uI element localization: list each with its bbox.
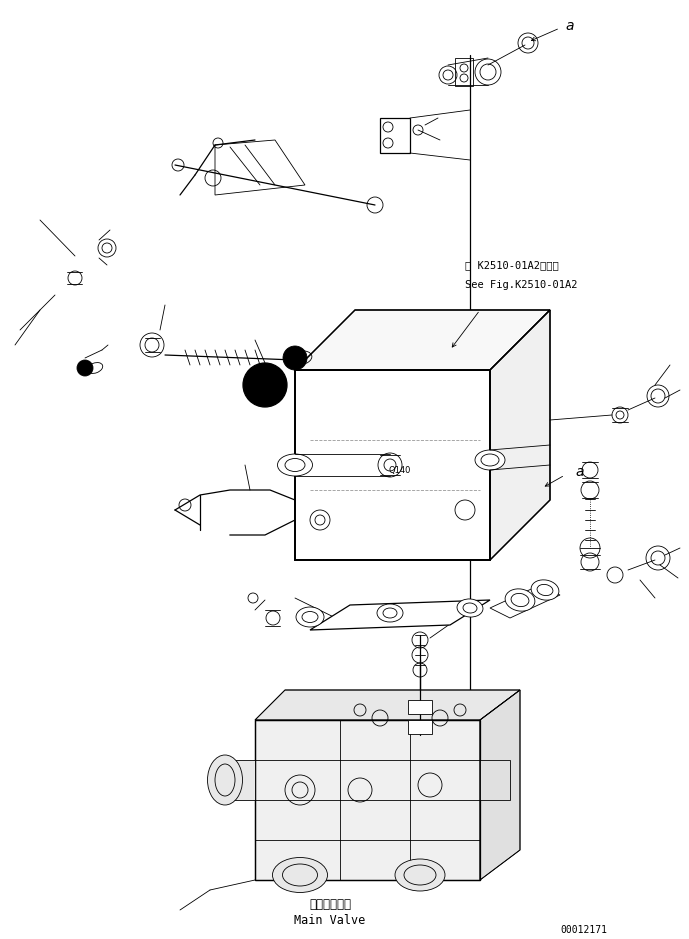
Text: a: a xyxy=(575,465,584,479)
Bar xyxy=(380,118,410,153)
Polygon shape xyxy=(295,310,550,370)
Polygon shape xyxy=(255,720,480,880)
Ellipse shape xyxy=(531,580,559,600)
Circle shape xyxy=(243,363,287,407)
Polygon shape xyxy=(295,370,490,560)
Bar xyxy=(455,58,473,86)
Polygon shape xyxy=(480,760,510,800)
Text: 第 K2510-01A2図参照: 第 K2510-01A2図参照 xyxy=(465,260,559,270)
Text: 00012171: 00012171 xyxy=(560,925,607,935)
Text: Q140: Q140 xyxy=(389,466,411,474)
Bar xyxy=(408,720,432,734)
Text: See Fig.K2510-01A2: See Fig.K2510-01A2 xyxy=(465,280,577,290)
Text: a: a xyxy=(565,19,573,33)
Ellipse shape xyxy=(278,454,313,476)
Polygon shape xyxy=(255,690,520,720)
Ellipse shape xyxy=(273,857,327,892)
Bar xyxy=(408,700,432,714)
Polygon shape xyxy=(225,760,255,800)
Ellipse shape xyxy=(395,859,445,891)
Circle shape xyxy=(283,346,307,370)
Ellipse shape xyxy=(457,599,483,617)
Ellipse shape xyxy=(377,604,403,622)
Ellipse shape xyxy=(207,755,243,805)
Text: メインバルブ: メインバルブ xyxy=(309,899,351,912)
Text: Main Valve: Main Valve xyxy=(294,914,366,927)
Polygon shape xyxy=(490,585,560,618)
Polygon shape xyxy=(490,310,550,560)
Polygon shape xyxy=(480,690,520,880)
Circle shape xyxy=(77,360,93,376)
Ellipse shape xyxy=(505,589,535,611)
Ellipse shape xyxy=(475,450,505,470)
Polygon shape xyxy=(310,600,490,630)
Ellipse shape xyxy=(296,607,324,627)
